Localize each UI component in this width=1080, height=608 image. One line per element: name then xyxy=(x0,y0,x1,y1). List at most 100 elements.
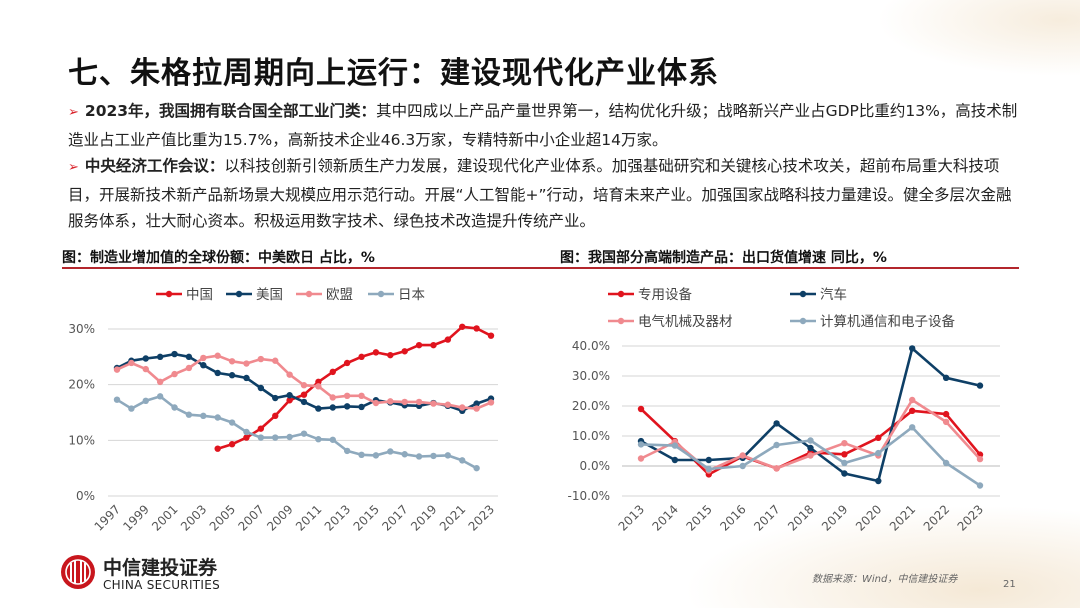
data-point xyxy=(272,412,279,420)
series-line-日本 xyxy=(116,395,478,470)
data-point xyxy=(841,451,848,458)
x-tick-label: 2001 xyxy=(149,502,180,533)
data-point xyxy=(909,424,916,431)
legend-marker xyxy=(165,290,173,298)
data-point xyxy=(185,353,193,361)
data-point xyxy=(286,392,293,399)
x-tick-label: 2018 xyxy=(785,502,816,533)
data-point xyxy=(773,441,780,449)
series-line-汽车 xyxy=(640,347,981,483)
data-point xyxy=(401,398,408,406)
data-point xyxy=(113,396,121,403)
data-point xyxy=(300,391,308,398)
x-tick-label: 2011 xyxy=(293,502,324,533)
data-point xyxy=(343,359,351,367)
data-point xyxy=(228,372,236,379)
data-point xyxy=(315,436,322,443)
data-source: 数据来源：Wind，中信建投证券 xyxy=(812,574,958,585)
data-point xyxy=(473,405,480,412)
data-point xyxy=(401,348,408,355)
legend-label: 日本 xyxy=(398,287,425,303)
x-tick-label: 2023 xyxy=(955,502,986,533)
data-point xyxy=(142,365,149,373)
data-point xyxy=(459,323,466,330)
data-point xyxy=(200,412,207,420)
x-tick-label: 2015 xyxy=(683,502,714,533)
data-point xyxy=(214,369,221,377)
data-point xyxy=(459,457,466,464)
data-point xyxy=(257,425,265,432)
data-point xyxy=(171,350,178,358)
bullet-text: 以科技创新引领新质生产力发展，建设现代化产业体系。加强基础研究和关键核心技术攻关… xyxy=(68,157,1012,230)
x-tick-label: 2015 xyxy=(351,502,382,533)
legend-label: 中国 xyxy=(186,287,213,303)
data-point xyxy=(487,332,495,339)
data-point xyxy=(286,397,293,404)
data-point xyxy=(841,470,848,477)
x-tick-label: 2016 xyxy=(717,502,748,533)
data-point xyxy=(329,368,336,376)
legend-marker xyxy=(799,290,807,298)
data-point xyxy=(358,403,365,411)
data-point xyxy=(272,357,279,364)
data-point xyxy=(185,411,193,418)
y-tick-label: 20% xyxy=(68,378,95,392)
data-point xyxy=(358,353,365,361)
data-point xyxy=(773,420,780,427)
data-point xyxy=(228,358,236,365)
data-point xyxy=(156,378,164,386)
legend-label: 计算机通信和电子设备 xyxy=(820,313,955,330)
bullet-item: ➢ 2023年，我国拥有联合国全部工业门类：其中四成以上产品产量世界第一，结构优化… xyxy=(68,98,1018,153)
data-point xyxy=(739,462,746,470)
data-point xyxy=(430,452,437,460)
legend-label: 欧盟 xyxy=(326,287,353,303)
data-point xyxy=(243,428,250,436)
x-tick-label: 2022 xyxy=(921,502,952,533)
data-point xyxy=(459,404,466,411)
x-tick-label: 1999 xyxy=(120,502,151,533)
y-tick-label: 10% xyxy=(68,433,95,447)
chart-0: 0%10%20%30%19971999200120032005200720092… xyxy=(68,287,498,534)
data-point xyxy=(875,449,882,457)
data-point xyxy=(185,364,193,372)
data-point xyxy=(807,437,814,444)
data-point xyxy=(807,444,814,452)
data-point xyxy=(875,434,882,441)
legend-marker xyxy=(305,290,313,298)
arrow-right-icon: ➢ xyxy=(68,105,79,120)
data-point xyxy=(128,359,135,367)
x-tick-label: 2021 xyxy=(437,502,468,533)
bullet-heading: 中央经济工作会议： xyxy=(84,157,225,175)
data-point xyxy=(976,482,984,489)
legend-label: 美国 xyxy=(256,287,283,303)
y-tick-label: 10.0% xyxy=(572,429,610,443)
china-securities-logo-icon xyxy=(61,555,95,589)
data-point xyxy=(387,398,394,405)
bullet-text: 其中四成以上产品产量世界第一，结构优化升级；战略新兴产业占GDP比重约13%，高… xyxy=(68,102,1018,149)
data-point xyxy=(875,477,882,485)
legend-marker xyxy=(617,317,625,325)
page-number: 21 xyxy=(1003,579,1016,590)
data-point xyxy=(387,351,394,359)
bullet-item: ➢ 中央经济工作会议：以科技创新引领新质生产力发展，建设现代化产业体系。加强基础研… xyxy=(68,153,1018,235)
data-point xyxy=(739,452,746,459)
data-point xyxy=(976,382,984,389)
y-tick-label: 40.0% xyxy=(572,339,610,353)
y-tick-label: 30.0% xyxy=(572,369,610,383)
x-tick-label: 2021 xyxy=(887,502,918,533)
data-point xyxy=(343,392,351,399)
data-point xyxy=(637,441,645,448)
data-point xyxy=(358,392,365,399)
data-point xyxy=(300,382,308,389)
data-point xyxy=(257,384,265,392)
data-point xyxy=(358,451,365,459)
data-point xyxy=(473,464,480,472)
x-tick-label: 2019 xyxy=(819,502,850,533)
chart-title-right: 图：我国部分高端制造产品：出口货值增速 同比，% xyxy=(560,250,887,266)
data-point xyxy=(343,447,351,455)
x-tick-label: 2007 xyxy=(235,502,266,533)
data-point xyxy=(430,400,437,407)
x-tick-label: 2003 xyxy=(178,502,209,533)
data-point xyxy=(257,355,265,363)
data-point xyxy=(200,354,207,362)
